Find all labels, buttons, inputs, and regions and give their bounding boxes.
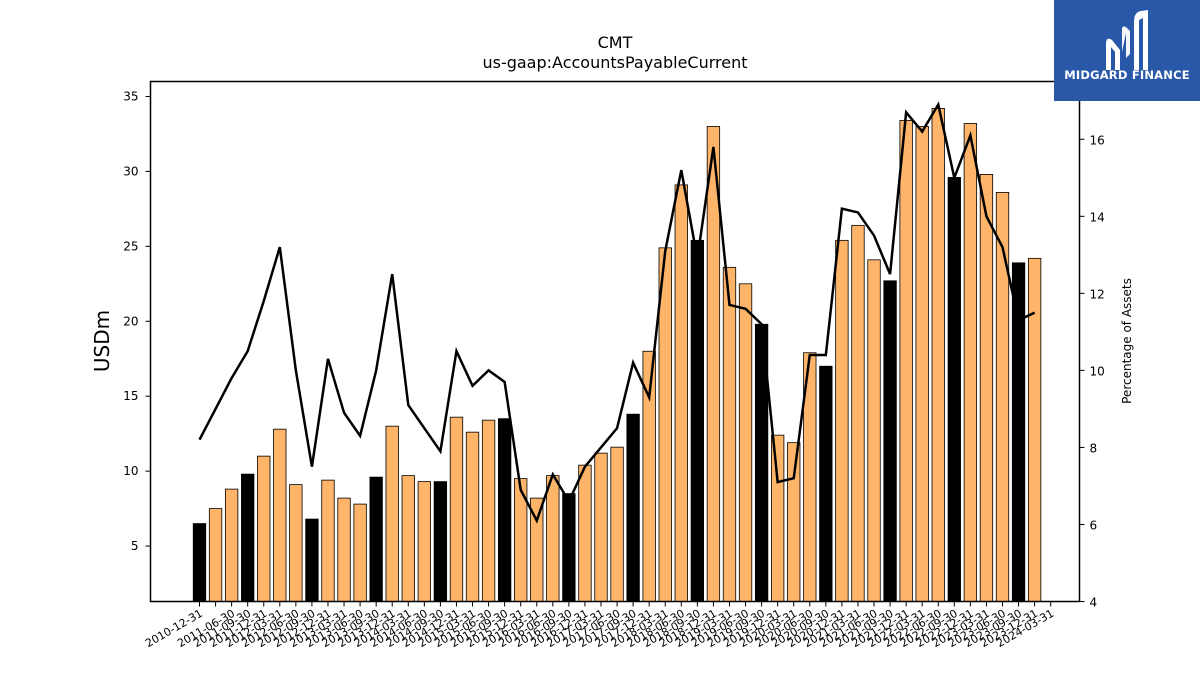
bar-2015-09-30: [497, 418, 512, 602]
bar-2023-12-31: [1027, 257, 1042, 602]
bar-2015-06-30: [481, 419, 496, 602]
bar-2012-06-30: [289, 484, 303, 602]
percentage-line: [198, 101, 1036, 524]
y-tick-label-right: 4: [1090, 596, 1098, 610]
bar-2021-03-31: [851, 224, 865, 602]
bar-2020-03-31: [787, 442, 801, 602]
y-tick-label-left: 20: [123, 314, 138, 328]
y-tick-label-left: 35: [123, 89, 138, 103]
bar-2011-12-31: [257, 455, 271, 602]
plot-frame: [149, 80, 1081, 603]
y-axis-label-right: Percentage of Assets: [1120, 278, 1134, 404]
y-tick-label-left: 30: [123, 164, 138, 178]
bar-2016-09-30: [562, 493, 576, 602]
bar-2021-09-30: [883, 280, 897, 602]
bar-2018-09-30: [690, 239, 705, 602]
bar-2013-09-30: [369, 476, 383, 602]
bar-2018-06-30: [674, 184, 688, 602]
bar-2013-12-31: [385, 425, 399, 602]
midgard-finance-logo: MIDGARD FINANCE: [1054, 0, 1200, 101]
bar-2011-03-31: [208, 508, 223, 602]
bar-2012-09-30: [305, 518, 319, 602]
y-tick-label-right: 8: [1090, 441, 1098, 455]
y-tick-label-right: 6: [1090, 518, 1098, 532]
bar-2010-12-31: [192, 523, 207, 602]
chart-subtitle: us-gaap:AccountsPayableCurrent: [482, 53, 747, 72]
bar-2019-06-30: [738, 283, 753, 602]
bar-2020-09-30: [819, 365, 833, 602]
bar-2014-09-30: [433, 481, 448, 602]
bar-2022-06-30: [931, 108, 945, 602]
y-tick-label-left: 5: [131, 539, 139, 553]
bar-2016-06-30: [546, 475, 560, 602]
bar-2012-03-31: [273, 428, 287, 602]
chart-title: CMT: [598, 33, 633, 52]
bar-2019-03-31: [722, 266, 737, 602]
y-tick-label-left: 25: [123, 239, 138, 253]
bar-2011-09-30: [241, 473, 255, 602]
bar-2012-12-31: [321, 479, 335, 602]
bar-2017-06-30: [610, 446, 624, 602]
bar-2014-12-31: [449, 416, 464, 602]
y-tick-label-right: 16: [1090, 133, 1105, 147]
bar-2023-09-30: [1011, 262, 1026, 602]
y-tick-label-right: 14: [1090, 210, 1105, 224]
bar-2013-03-31: [337, 497, 351, 602]
bar-2011-06-30: [224, 488, 239, 602]
y-tick-label-left: 15: [123, 389, 138, 403]
midgard-m-logo-icon: [1106, 10, 1148, 70]
logo-text: MIDGARD FINANCE: [1064, 68, 1190, 82]
bar-2020-12-31: [835, 239, 849, 602]
y-tick-label-right: 10: [1090, 364, 1105, 378]
bar-2016-12-31: [578, 464, 592, 602]
bar-2022-09-30: [947, 177, 961, 602]
x-axis: 2010-12-312011-06-302011-09-302011-12-31…: [143, 601, 1056, 650]
bar-2013-06-30: [353, 503, 367, 602]
bar-2019-12-31: [771, 434, 785, 602]
bar-2023-06-30: [995, 191, 1010, 602]
bar-2017-09-30: [626, 413, 640, 602]
y-axis-right: 4 6 8 10 12 14 16: [1079, 133, 1105, 610]
bar-2014-06-30: [417, 481, 431, 602]
bar-2017-03-31: [594, 452, 608, 602]
bar-2015-03-31: [465, 431, 480, 602]
bar-2022-03-31: [915, 126, 929, 602]
bar-2014-03-31: [401, 475, 415, 602]
y-tick-label-right: 12: [1090, 287, 1105, 301]
bars-group: [192, 108, 1042, 602]
bar-2023-03-31: [979, 174, 994, 602]
bar-2021-12-31: [899, 120, 913, 602]
y-axis-label-left: USDm: [90, 310, 114, 372]
bar-2021-06-30: [867, 259, 881, 602]
y-axis-left: 5 10 15 20 25 30 35: [123, 89, 151, 553]
y-tick-label-left: 10: [123, 464, 138, 478]
bar-2022-12-31: [963, 123, 978, 602]
